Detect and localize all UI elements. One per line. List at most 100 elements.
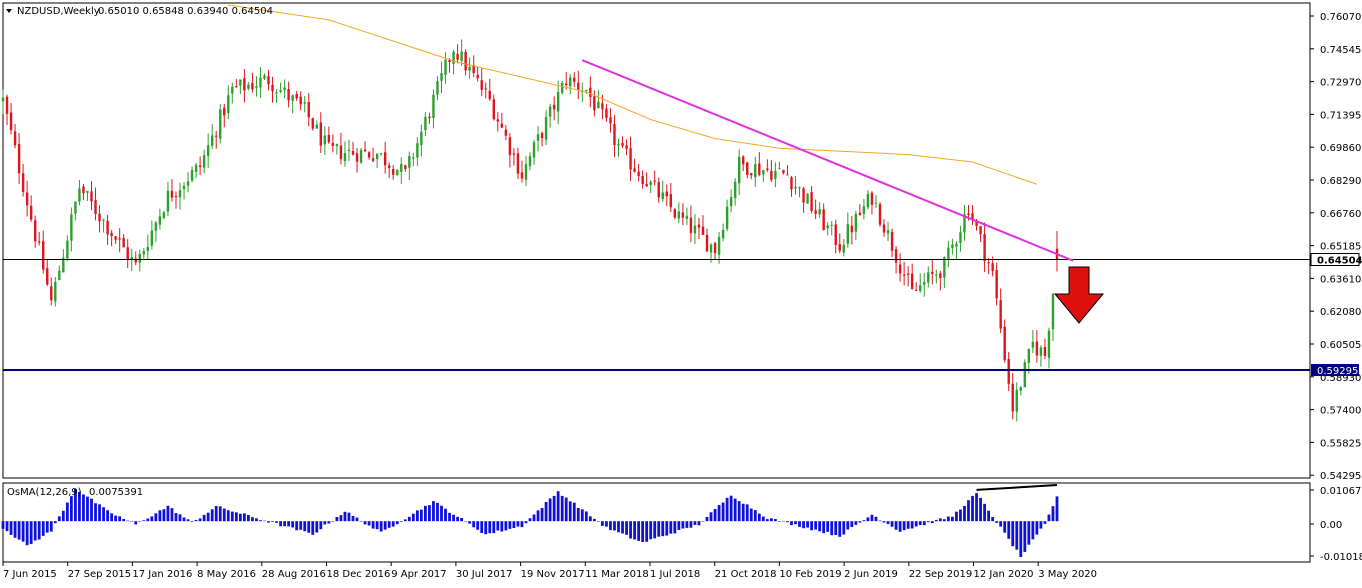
candle bbox=[387, 162, 391, 178]
osma-bar bbox=[246, 515, 250, 522]
osma-bar bbox=[548, 498, 552, 522]
candle bbox=[729, 189, 733, 213]
candle bbox=[621, 136, 624, 148]
current-price-tag: 0.64504 bbox=[1310, 253, 1362, 267]
osma-bar bbox=[798, 521, 801, 527]
osma-bar bbox=[440, 505, 443, 522]
osma-bar bbox=[279, 521, 282, 527]
candle bbox=[822, 203, 825, 231]
candle bbox=[858, 204, 862, 216]
candle bbox=[58, 265, 61, 281]
osma-bar bbox=[995, 521, 999, 523]
candle bbox=[363, 141, 367, 153]
osma-bar bbox=[830, 521, 834, 536]
candle bbox=[279, 82, 282, 94]
osma-bar bbox=[1011, 521, 1015, 547]
osma-bar bbox=[504, 521, 508, 531]
time-tick-label: 12 Jan 2020 bbox=[974, 569, 1034, 580]
osma-bar bbox=[540, 508, 544, 522]
osma-bar bbox=[202, 514, 206, 522]
candle bbox=[999, 288, 1002, 334]
osma-bar bbox=[653, 521, 657, 539]
candle bbox=[82, 183, 85, 200]
candle bbox=[1011, 373, 1014, 420]
osma-bar bbox=[822, 521, 826, 534]
candle bbox=[38, 231, 41, 246]
osma-bar bbox=[898, 521, 902, 532]
osma-bar bbox=[858, 521, 862, 523]
price-tick-label: 0.55825 bbox=[1320, 438, 1361, 449]
osma-bar bbox=[98, 504, 101, 522]
osma-bar bbox=[134, 521, 138, 525]
candle bbox=[754, 156, 757, 187]
candle bbox=[697, 217, 701, 239]
osma-plot[interactable] bbox=[1, 488, 1059, 558]
candle bbox=[66, 235, 69, 262]
price-plot[interactable] bbox=[1, 39, 1059, 422]
candle bbox=[528, 152, 532, 171]
osma-bar bbox=[182, 517, 186, 522]
osma-bar bbox=[709, 512, 713, 522]
candle bbox=[657, 177, 660, 203]
osma-bar bbox=[415, 510, 419, 522]
triangle-down-icon[interactable] bbox=[6, 9, 12, 13]
candle bbox=[931, 259, 934, 285]
candle bbox=[850, 215, 854, 245]
candle bbox=[810, 186, 813, 214]
candle bbox=[202, 149, 206, 174]
candle bbox=[653, 170, 656, 186]
osma-bar bbox=[307, 521, 311, 533]
candle bbox=[460, 39, 463, 66]
candle bbox=[223, 103, 226, 128]
candle bbox=[963, 204, 966, 241]
candle bbox=[315, 120, 318, 129]
candle bbox=[577, 70, 580, 100]
candle bbox=[790, 176, 793, 197]
osma-bar bbox=[432, 501, 435, 522]
candle bbox=[206, 133, 210, 168]
osma-bar bbox=[319, 521, 323, 530]
candle bbox=[834, 219, 837, 254]
candle bbox=[162, 210, 166, 220]
osma-bar bbox=[560, 495, 564, 522]
candle bbox=[424, 112, 427, 137]
osma-bar bbox=[146, 518, 150, 522]
trendline[interactable] bbox=[581, 59, 1074, 262]
osma-bar bbox=[769, 518, 773, 522]
osma-bar bbox=[532, 514, 536, 522]
price-tick-label: 0.74545 bbox=[1320, 45, 1361, 56]
osma-bar bbox=[130, 521, 134, 522]
candle bbox=[347, 139, 351, 162]
candle bbox=[806, 192, 809, 204]
osma-bar bbox=[476, 521, 480, 530]
candle bbox=[106, 215, 109, 245]
price-tick-label: 0.71395 bbox=[1320, 110, 1361, 121]
candle bbox=[291, 94, 294, 114]
candle bbox=[778, 161, 781, 170]
osma-bar bbox=[1027, 521, 1031, 545]
osma-bar bbox=[866, 517, 870, 522]
candle bbox=[733, 178, 737, 206]
candle bbox=[794, 175, 797, 195]
osma-bar bbox=[347, 512, 351, 522]
osma-bar bbox=[967, 500, 970, 522]
osma-bar bbox=[930, 521, 934, 524]
candle bbox=[1007, 351, 1010, 392]
osma-bar bbox=[854, 521, 858, 525]
osma-bar bbox=[842, 521, 846, 535]
candle bbox=[766, 159, 769, 172]
candle bbox=[770, 160, 773, 183]
osma-bar bbox=[150, 516, 154, 522]
candle bbox=[725, 199, 729, 232]
osma-bar bbox=[1039, 521, 1043, 529]
candle bbox=[798, 186, 801, 198]
osma-bar bbox=[601, 521, 604, 526]
candle bbox=[355, 148, 359, 173]
osma-bar bbox=[834, 521, 838, 536]
moving-average-line bbox=[228, 4, 1038, 185]
candle bbox=[267, 69, 270, 91]
candle bbox=[90, 181, 93, 211]
osma-bar bbox=[882, 521, 886, 523]
osma-bar bbox=[564, 497, 568, 522]
